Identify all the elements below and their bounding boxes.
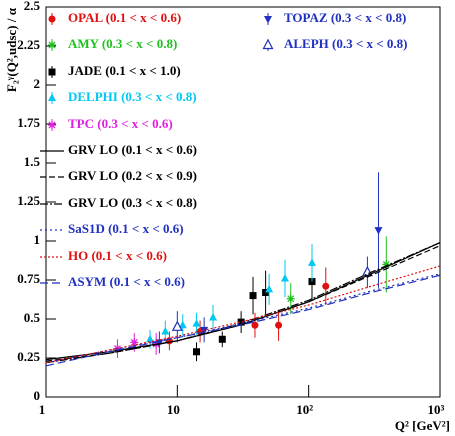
legend-label: JADE (0.1 < x < 1.0) [68, 63, 181, 78]
legend-marker [48, 121, 56, 129]
y-tick-label: 1.5 [24, 154, 41, 169]
y-tick-label: 1.25 [17, 193, 40, 208]
curve [45, 245, 441, 362]
legend-label: GRV LO (0.1 < x < 0.6) [68, 142, 197, 157]
y-tick-label: 0 [34, 388, 41, 403]
x-axis-label: Q² [GeV²] [395, 418, 450, 433]
x-tick-label: 10 [167, 402, 180, 417]
curve [45, 242, 441, 364]
point [265, 284, 274, 293]
point [307, 258, 316, 266]
legend-label: GRV LO (0.3 < x < 0.8) [68, 195, 197, 210]
legend-label: OPAL (0.1 < x < 0.6) [68, 10, 181, 25]
point [322, 282, 330, 290]
legend-marker [48, 68, 56, 76]
point [280, 273, 289, 282]
x-tick-label: 10² [296, 402, 313, 417]
legend-label: AMY (0.3 < x < 0.8) [68, 36, 177, 51]
y-tick-label: 0.5 [24, 310, 41, 325]
point [251, 321, 259, 329]
point [218, 335, 226, 343]
point [275, 321, 283, 329]
point [382, 260, 391, 269]
point [286, 294, 295, 303]
point [130, 338, 139, 347]
legend-label: ALEPH (0.3 < x < 0.8) [284, 36, 408, 51]
legend-label: HO (0.1 < x < 0.6) [68, 248, 167, 263]
y-tick-label: 2.25 [17, 37, 40, 52]
legend-label: TPC (0.3 < x < 0.6) [68, 116, 173, 131]
point [262, 288, 270, 296]
y-tick-label: 1.75 [17, 115, 40, 130]
point [192, 319, 201, 327]
legend-marker [48, 93, 56, 101]
point [249, 292, 257, 300]
legend-marker [48, 15, 56, 23]
legend-label: SaS1D (0.1 < x < 0.6) [68, 221, 184, 236]
legend-label: ASYM (0.1 < x < 0.6) [68, 274, 185, 289]
legend-label: DELPHI (0.3 < x < 0.8) [68, 89, 197, 104]
point [193, 348, 201, 356]
legend-marker [262, 38, 274, 50]
y-tick-label: 0.25 [17, 349, 40, 364]
point [178, 320, 187, 329]
point [209, 312, 218, 321]
x-tick-label: 10³ [428, 402, 445, 417]
y-tick-label: 0.75 [17, 271, 40, 286]
legend-label: GRV LO (0.2 < x < 0.9) [68, 168, 197, 183]
y-tick-label: 1 [34, 232, 41, 247]
y-tick-label: 2 [34, 76, 41, 91]
legend-label: TOPAZ (0.3 < x < 0.8) [284, 10, 406, 25]
y-axis-label: F₂ᵞ(Q²,udsc) / α [4, 7, 19, 92]
x-tick-label: 1 [39, 402, 46, 417]
point [171, 320, 183, 331]
point [237, 318, 245, 326]
point [146, 334, 155, 343]
point [161, 326, 170, 335]
y-tick-label: 2.5 [24, 0, 41, 13]
point [374, 227, 383, 235]
legend-marker [48, 41, 56, 49]
legend-marker [264, 16, 272, 24]
curve [45, 274, 441, 367]
